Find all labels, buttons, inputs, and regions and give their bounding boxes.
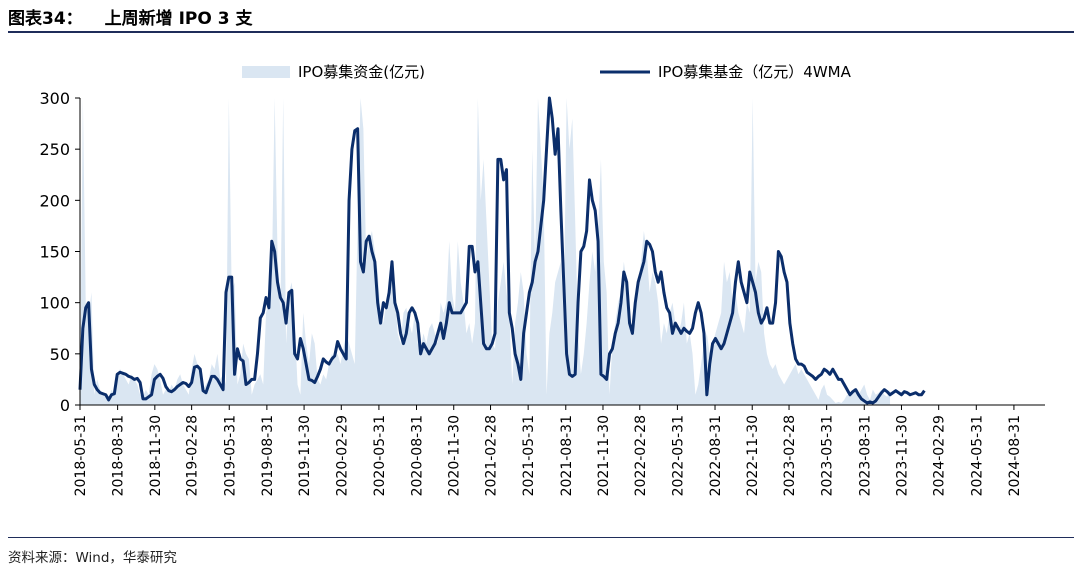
x-tick-label: 2024-05-31	[969, 415, 985, 496]
x-tick-label: 2020-11-30	[447, 415, 463, 496]
x-tick-label: 2020-08-31	[410, 415, 426, 496]
legend-area-swatch	[242, 66, 290, 78]
y-axis: 0 50 100 150 200 250 300	[39, 89, 81, 415]
x-tick-label: 2022-11-30	[745, 415, 761, 496]
x-tick-label: 2022-08-31	[708, 415, 724, 496]
x-tick-label: 2023-02-28	[782, 415, 798, 496]
x-tick-label: 2019-02-28	[185, 415, 201, 496]
x-tick-label: 2018-08-31	[111, 415, 127, 496]
x-tick-label: 2020-05-31	[372, 415, 388, 496]
x-tick-label: 2021-02-28	[484, 415, 500, 496]
y-tick-label: 0	[60, 396, 70, 415]
x-tick-label: 2018-05-31	[73, 415, 89, 496]
y-tick-label: 300	[39, 89, 70, 108]
series-area-ipo-funds	[80, 98, 891, 405]
y-tick-label: 100	[39, 294, 70, 313]
x-tick-label: 2022-02-28	[633, 415, 649, 496]
x-tick-label: 2024-08-31	[1007, 415, 1023, 496]
y-tick-label: 200	[39, 191, 70, 210]
plot-area	[78, 96, 926, 405]
figure-title: 图表34： 上周新增 IPO 3 支	[8, 4, 253, 29]
x-tick-label: 2018-11-30	[148, 415, 164, 496]
y-tick-label: 150	[39, 243, 70, 262]
top-rule	[8, 31, 1074, 33]
legend-line-label: IPO募集基金（亿元）4WMA	[658, 63, 852, 81]
bottom-rule	[8, 537, 1074, 538]
x-tick-label: 2019-11-30	[297, 415, 313, 496]
x-tick-label: 2024-02-29	[932, 415, 948, 496]
figure-title-text: 上周新增 IPO 3 支	[104, 9, 253, 29]
x-tick-label: 2021-11-30	[596, 415, 612, 496]
figure-label: 图表34：	[8, 9, 83, 29]
x-tick-label: 2022-05-31	[670, 415, 686, 496]
x-tick-label: 2020-02-29	[334, 415, 350, 496]
x-tick-label: 2023-05-31	[820, 415, 836, 496]
x-tick-label: 2019-05-31	[222, 415, 238, 496]
legend: IPO募集资金(亿元) IPO募集基金（亿元）4WMA	[242, 63, 852, 81]
x-tick-label: 2023-11-30	[894, 415, 910, 496]
x-axis: 2018-05-31 2018-08-31 2018-11-30 2019-02-28…	[73, 404, 1045, 496]
source-note: 资料来源：Wind，华泰研究	[8, 550, 177, 566]
series-line-4wma	[78, 96, 926, 405]
x-tick-label: 2019-08-31	[260, 415, 276, 496]
x-tick-label: 2023-08-31	[857, 415, 873, 496]
x-tick-label: 2021-08-31	[559, 415, 575, 496]
y-tick-label: 50	[50, 345, 70, 364]
x-tick-label: 2021-05-31	[521, 415, 537, 496]
legend-area-label: IPO募集资金(亿元)	[298, 63, 425, 81]
y-tick-label: 250	[39, 140, 70, 159]
